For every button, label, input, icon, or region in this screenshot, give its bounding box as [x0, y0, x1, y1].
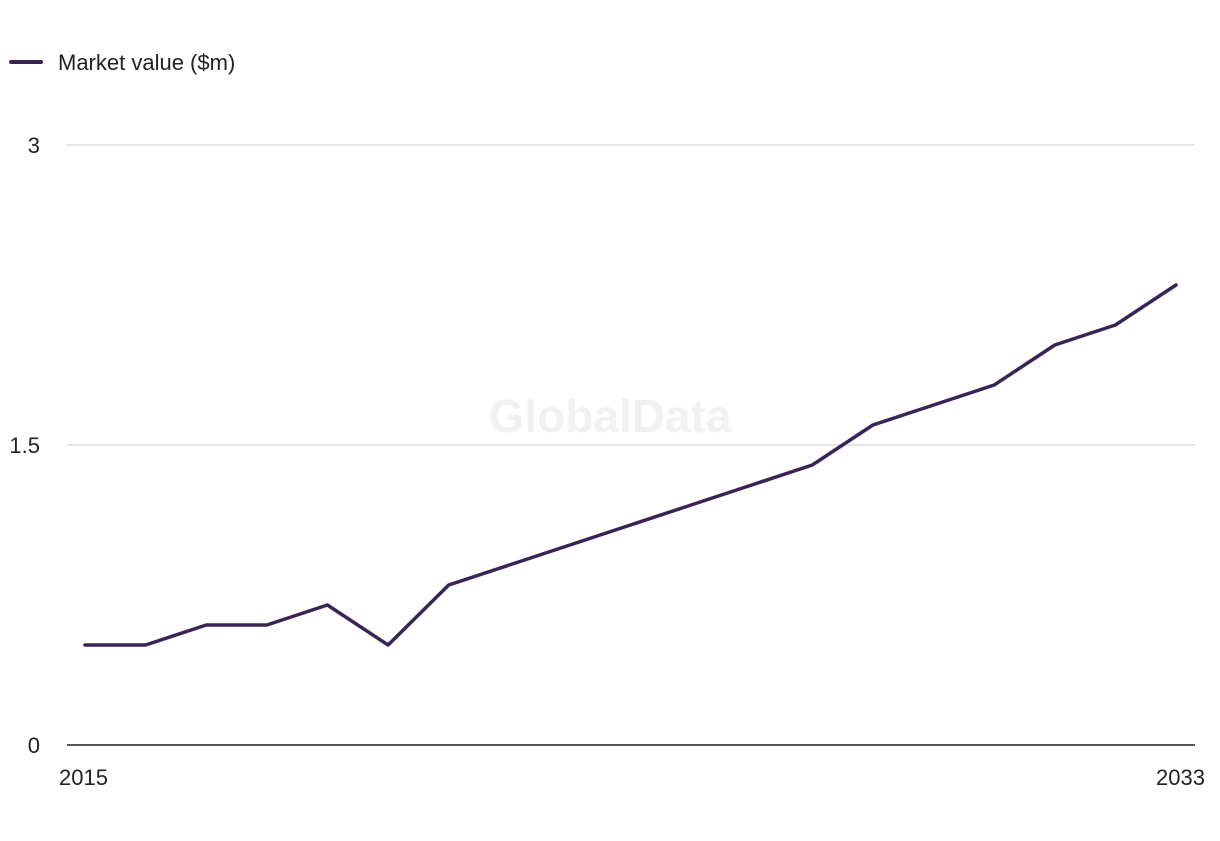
legend: Market value ($m): [9, 50, 235, 75]
watermark: GlobalData: [489, 390, 732, 442]
x-tick-label: 2015: [59, 765, 108, 790]
y-axis-ticks: 01.53: [9, 133, 40, 758]
legend-label: Market value ($m): [58, 50, 235, 75]
x-axis-ticks: 2015 2033: [59, 765, 1205, 790]
y-tick-label: 3: [28, 133, 40, 158]
x-tick-label: 2033: [1156, 765, 1205, 790]
series-line: [83, 283, 1178, 647]
gridlines: [67, 144, 1195, 746]
y-tick-label: 0: [28, 733, 40, 758]
y-tick-label: 1.5: [9, 433, 40, 458]
